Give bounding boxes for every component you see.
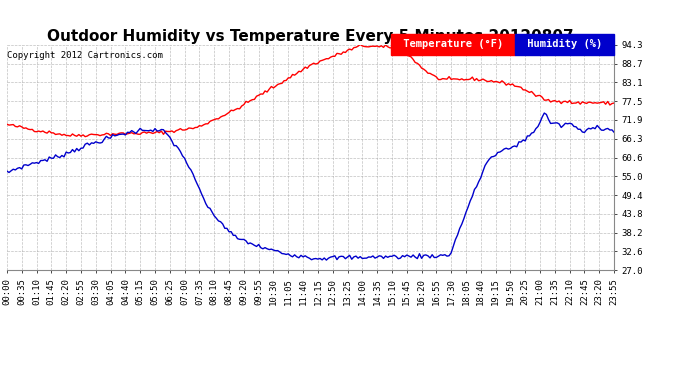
Title: Outdoor Humidity vs Temperature Every 5 Minutes 20120807: Outdoor Humidity vs Temperature Every 5 … <box>47 29 574 44</box>
Text: Copyright 2012 Cartronics.com: Copyright 2012 Cartronics.com <box>7 51 163 60</box>
Text: Temperature (°F): Temperature (°F) <box>397 39 509 50</box>
Text: Humidity (%): Humidity (%) <box>521 39 609 50</box>
